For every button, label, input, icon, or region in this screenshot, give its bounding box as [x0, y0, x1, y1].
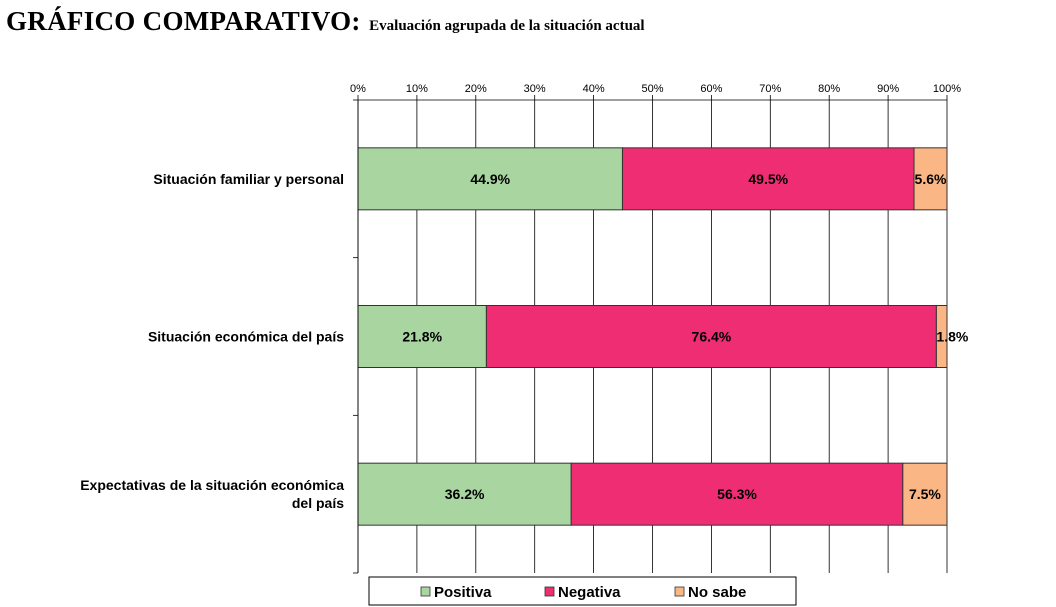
x-tick-label: 10%	[406, 83, 428, 95]
legend-label: Negativa	[558, 584, 621, 601]
category-label: Situación económica del país	[148, 329, 344, 345]
bar-segment	[913, 147, 948, 211]
legend-label: Positiva	[434, 584, 492, 601]
bar-segment	[935, 305, 948, 368]
x-tick-label: 70%	[759, 83, 781, 95]
bar-segment	[357, 147, 623, 211]
x-tick-label: 80%	[818, 83, 840, 95]
legend-swatch	[420, 586, 431, 597]
data-label: 7.5%	[909, 486, 941, 502]
chart-title: GRÁFICO COMPARATIVO:	[6, 6, 361, 36]
data-label: 76.4%	[692, 329, 732, 345]
chart-subtitle: Evaluación agrupada de la situación actu…	[369, 18, 645, 34]
bar-segment	[485, 305, 937, 368]
legend-box	[368, 576, 797, 606]
x-tick-label: 30%	[524, 83, 546, 95]
x-tick-label: 0%	[350, 83, 366, 95]
chart-title-block: GRÁFICO COMPARATIVO: Evaluación agrupada…	[6, 6, 645, 37]
x-tick-label: 50%	[641, 83, 663, 95]
category-label: Situación familiar y personal	[153, 171, 344, 187]
data-label: 36.2%	[445, 486, 485, 502]
category-label: del país	[292, 495, 344, 511]
data-label: 21.8%	[402, 329, 442, 345]
x-tick-label: 20%	[465, 83, 487, 95]
data-label: 5.6%	[915, 171, 947, 187]
legend-swatch	[544, 586, 555, 597]
category-label: Expectativas de la situación económica	[80, 477, 344, 493]
bar-segment	[357, 305, 487, 368]
legend-label: No sabe	[688, 584, 746, 601]
bar-segment	[902, 462, 948, 526]
bar-segment	[357, 462, 572, 526]
x-tick-label: 40%	[583, 83, 605, 95]
legend-swatch	[674, 586, 685, 597]
data-label: 49.5%	[748, 171, 788, 187]
x-tick-label: 60%	[700, 83, 722, 95]
data-label: 44.9%	[470, 171, 510, 187]
x-tick-label: 90%	[877, 83, 899, 95]
data-label: 56.3%	[717, 486, 757, 502]
bar-segment	[570, 462, 904, 526]
x-tick-label: 100%	[933, 83, 961, 95]
bar-segment	[621, 147, 915, 211]
data-label: 1.8%	[936, 329, 968, 345]
